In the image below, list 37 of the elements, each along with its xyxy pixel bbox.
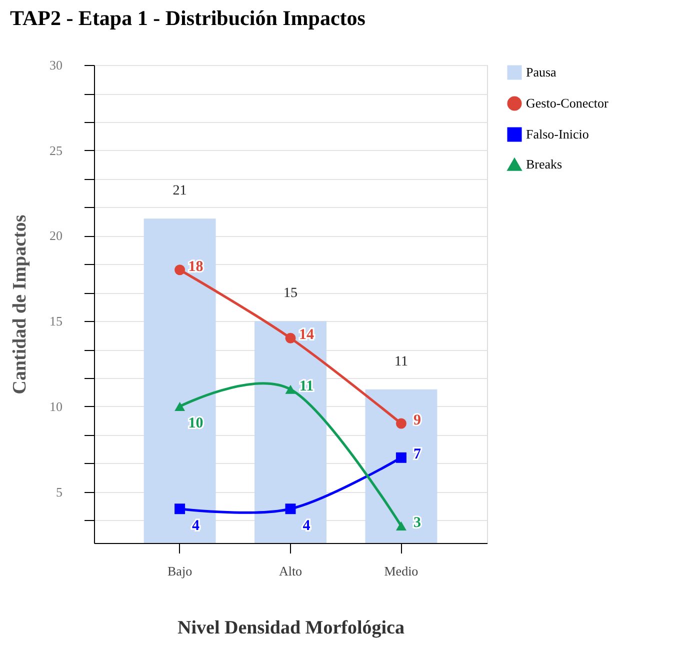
- y-tick-label: 10: [50, 398, 62, 414]
- point: [285, 332, 296, 344]
- point: [174, 402, 186, 411]
- data-label: 9: [413, 412, 421, 428]
- x-axis-title: Nivel Densidad Morfológica: [178, 618, 405, 638]
- y-tick-label: 5: [56, 484, 62, 500]
- legend-label: Breaks: [526, 156, 562, 172]
- data-label: 3: [413, 514, 421, 531]
- data-label: 15: [284, 286, 298, 302]
- x-tick-label: Alto: [278, 564, 302, 578]
- data-label: 4: [302, 518, 311, 534]
- x-tick-label: Medio: [384, 564, 418, 578]
- x-tick-label: Bajo: [168, 564, 192, 578]
- y-axis-title: Cantidad de Impactos: [10, 214, 30, 394]
- data-label: 4: [192, 518, 200, 534]
- point: [285, 384, 296, 394]
- legend-label: Gesto-Conector: [526, 96, 609, 110]
- y-tick-label: 25: [50, 142, 62, 158]
- data-label: 14: [299, 327, 314, 344]
- data-label: 10: [188, 415, 204, 432]
- y-tick-label: 15: [50, 314, 62, 329]
- y-tick-label: 20: [50, 228, 62, 244]
- point: [396, 418, 406, 429]
- data-label: 21: [172, 184, 187, 199]
- point: [396, 521, 406, 530]
- point: [285, 504, 296, 514]
- data-label: 18: [188, 258, 204, 275]
- point: [396, 452, 406, 463]
- y-tick-label: 30: [50, 58, 62, 72]
- legend-label: Falso-Inicio: [526, 126, 589, 142]
- data-label: 7: [413, 446, 422, 463]
- legend-label: Pausa: [526, 64, 557, 80]
- chart-title: TAP2 - Etapa 1 - Distribución Impactos: [10, 6, 366, 30]
- point: [174, 264, 186, 276]
- data-label: 11: [299, 378, 314, 394]
- data-label: 11: [394, 354, 408, 370]
- point: [174, 504, 186, 514]
